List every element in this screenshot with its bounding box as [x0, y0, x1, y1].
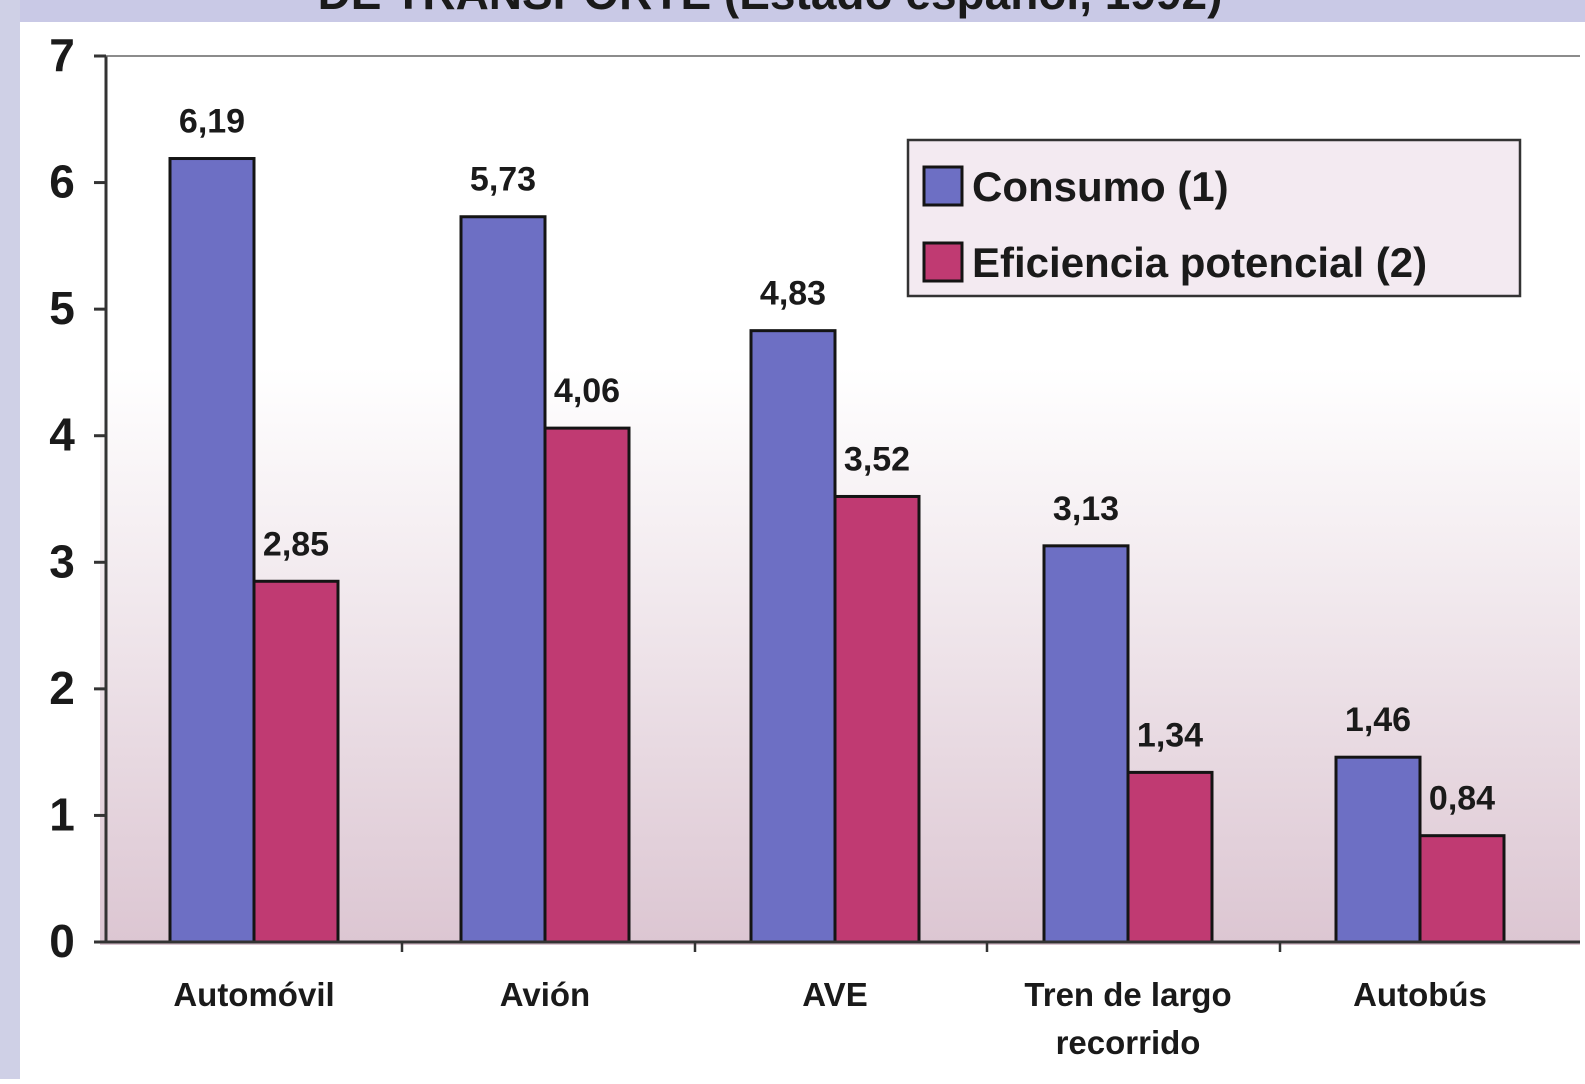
x-tick-label-4: Autobús: [1353, 976, 1487, 1013]
chart-title: DE TRANSPORTE (Estado español, 1992): [318, 0, 1223, 19]
legend-box: [906, 138, 1522, 298]
y-tick-label-6: 6: [49, 156, 75, 208]
y-tick-label-7: 7: [49, 29, 75, 81]
data-label-eficiencia-0: 2,85: [263, 525, 329, 563]
bar-eficiencia-1: [543, 426, 631, 944]
data-label-consumo-1: 5,73: [470, 161, 536, 199]
bar-consumo-0: [168, 157, 256, 944]
legend-swatch-eficiencia: [922, 241, 964, 283]
bars-layer: 6,19 5,73 4,83 3,13 1,46 2,85 4,06 3,52 1,34 0,84: [168, 103, 1506, 944]
y-tick-label-4: 4: [49, 409, 75, 461]
y-tick-label-1: 1: [49, 788, 75, 840]
bar-eficiencia-4: [1418, 834, 1506, 944]
data-label-consumo-2: 4,83: [760, 275, 826, 313]
legend-label-consumo: Consumo (1): [972, 163, 1229, 210]
legend-swatch-consumo: [922, 165, 964, 207]
bar-eficiencia-0: [252, 579, 340, 944]
data-label-consumo-3: 3,13: [1053, 490, 1119, 528]
bar-consumo-1: [459, 215, 547, 944]
axes-layer: 0 1 2 3 4 5 6 7 Automóvil Avión AVE Tren de largo re…: [49, 29, 1580, 1061]
title-band: [20, 0, 1585, 22]
y-tick-label-5: 5: [49, 282, 75, 334]
data-label-eficiencia-2: 3,52: [844, 440, 910, 478]
x-tick-label-3-line-1: recorrido: [1056, 1024, 1201, 1061]
legend-label-eficiencia: Eficiencia potencial (2): [972, 239, 1427, 286]
legend: Consumo (1) Eficiencia potencial (2): [906, 138, 1522, 298]
y-tick-label-0: 0: [49, 915, 75, 967]
left-margin-strip: [0, 0, 20, 1079]
x-tick-label-1: Avión: [500, 976, 590, 1013]
data-label-consumo-0: 6,19: [179, 103, 245, 141]
data-label-consumo-4: 1,46: [1345, 701, 1411, 739]
x-tick-label-3-line-0: Tren de largo: [1024, 976, 1231, 1013]
data-label-eficiencia-1: 4,06: [554, 372, 620, 410]
bar-eficiencia-2: [833, 494, 921, 944]
bar-consumo-3: [1042, 544, 1130, 944]
bar-consumo-4: [1334, 755, 1422, 944]
bar-consumo-2: [749, 329, 837, 944]
x-tick-label-2: AVE: [802, 976, 867, 1013]
y-tick-label-3: 3: [49, 535, 75, 587]
data-label-eficiencia-4: 0,84: [1429, 780, 1495, 818]
data-label-eficiencia-3: 1,34: [1137, 716, 1203, 754]
y-tick-label-2: 2: [49, 662, 75, 714]
bar-eficiencia-3: [1126, 770, 1214, 944]
x-tick-label-0: Automóvil: [173, 976, 334, 1013]
